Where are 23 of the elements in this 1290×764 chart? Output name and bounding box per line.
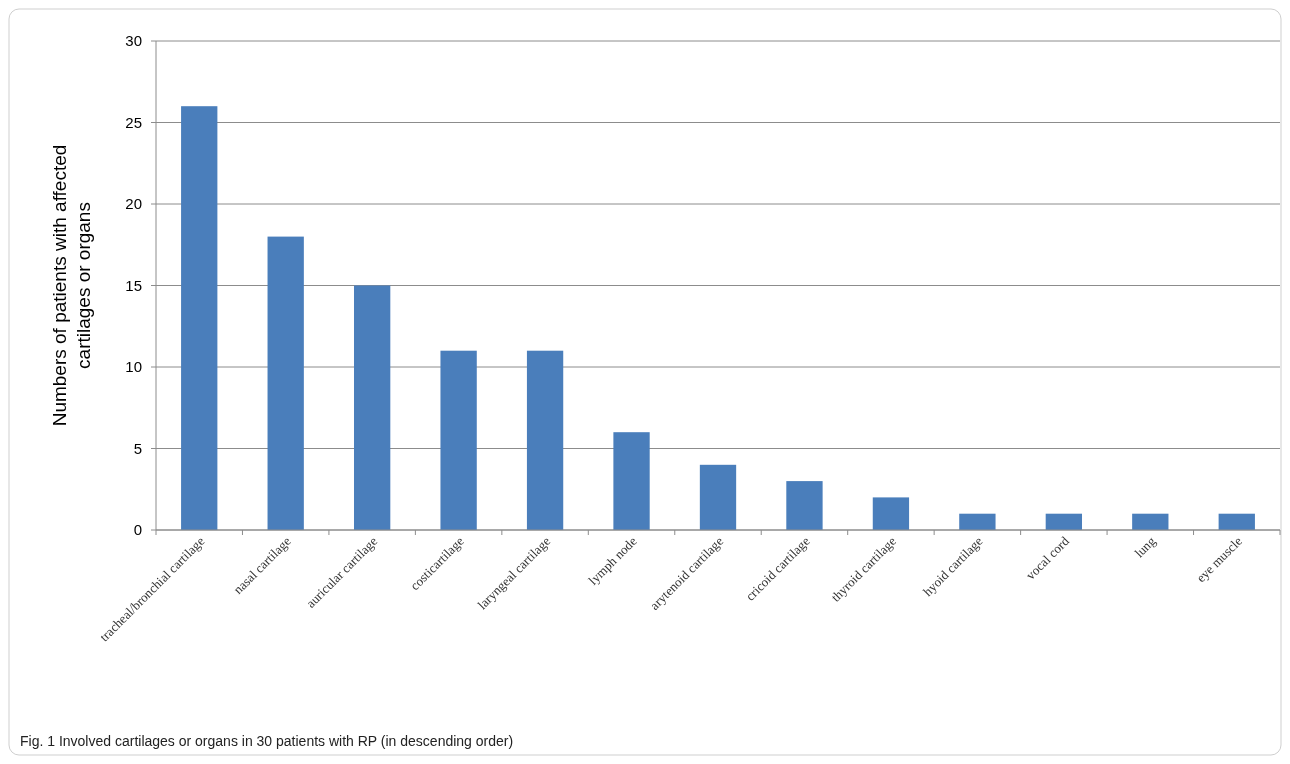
y-tick-label: 10 bbox=[125, 358, 142, 376]
y-axis-title: Numbers of patients with affected cartilages or organs bbox=[49, 144, 94, 427]
bar bbox=[440, 350, 477, 530]
bar bbox=[786, 481, 823, 530]
bar bbox=[959, 513, 996, 530]
bar bbox=[613, 432, 650, 530]
bar bbox=[267, 236, 304, 530]
y-tick-label: 0 bbox=[133, 521, 142, 539]
bar bbox=[699, 464, 737, 530]
x-tick-label: lung bbox=[1131, 533, 1159, 561]
y-tick-label: 5 bbox=[133, 439, 142, 457]
bar bbox=[1218, 513, 1255, 530]
bar bbox=[526, 350, 564, 530]
bar bbox=[354, 285, 391, 530]
bar bbox=[872, 497, 910, 530]
y-tick-label: 25 bbox=[125, 113, 142, 131]
y-tick-label: 20 bbox=[125, 195, 142, 213]
bar bbox=[1132, 513, 1169, 530]
y-tick-label: 15 bbox=[125, 276, 142, 294]
caption: Fig. 1 Involved cartilages or organs in 30 patients with RP (in descending order) bbox=[20, 733, 514, 749]
y-tick-label: 30 bbox=[125, 32, 142, 50]
bar bbox=[1045, 513, 1082, 530]
bar bbox=[181, 106, 218, 530]
